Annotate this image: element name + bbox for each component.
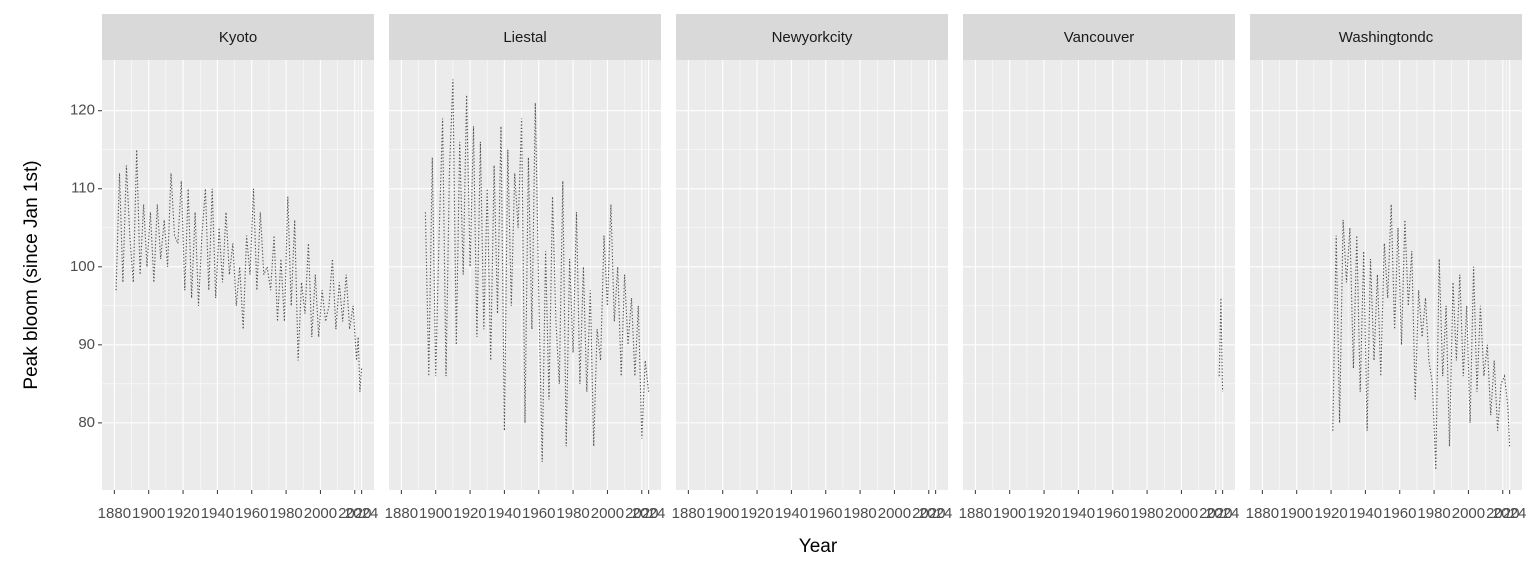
- strip-title: Washingtondc: [1339, 29, 1434, 46]
- panel: [102, 60, 374, 490]
- x-tick-label: 2000: [304, 505, 337, 522]
- x-tick-label: 1900: [993, 505, 1026, 522]
- x-tick-label: 1880: [672, 505, 705, 522]
- bloom-line: [424, 79, 650, 462]
- x-tick-label: 1940: [775, 505, 808, 522]
- strip-title: Vancouver: [1064, 29, 1135, 46]
- x-tick-label: 1900: [1280, 505, 1313, 522]
- x-tick-label: 1980: [1417, 505, 1450, 522]
- y-tick-label: 90: [78, 336, 95, 353]
- strip-title: Newyorkcity: [772, 29, 853, 46]
- strip-title: Liestal: [503, 29, 546, 46]
- x-tick-label: 1940: [201, 505, 234, 522]
- x-tick-label: 2020: [1199, 505, 1232, 522]
- x-axis-label: Year: [799, 536, 838, 557]
- x-tick-label: 1880: [385, 505, 418, 522]
- strip: [676, 14, 948, 60]
- strip: [963, 14, 1235, 60]
- strip: [102, 14, 374, 60]
- x-tick-label: 1920: [1314, 505, 1347, 522]
- x-tick-label: 2020: [1486, 505, 1519, 522]
- x-tick-label: 1960: [1096, 505, 1129, 522]
- x-tick-label: 1880: [1246, 505, 1279, 522]
- x-tick-label: 1960: [235, 505, 268, 522]
- x-tick-label: 2024: [632, 505, 665, 522]
- panel: [963, 60, 1235, 490]
- x-tick-label: 1880: [98, 505, 131, 522]
- x-tick-label: 2020: [338, 505, 371, 522]
- x-tick-label: 1920: [740, 505, 773, 522]
- x-tick-label: 2020: [625, 505, 658, 522]
- x-tick-label: 1920: [453, 505, 486, 522]
- x-tick-label: 2000: [1452, 505, 1485, 522]
- x-tick-label: 2024: [1206, 505, 1239, 522]
- x-tick-label: 2024: [345, 505, 378, 522]
- y-tick-label: 120: [70, 102, 95, 119]
- x-tick-label: 1900: [132, 505, 165, 522]
- x-tick-label: 2020: [912, 505, 945, 522]
- y-tick-label: 110: [71, 180, 95, 197]
- bloom-line: [115, 149, 363, 392]
- strip-title: Kyoto: [219, 29, 257, 46]
- x-tick-label: 1980: [556, 505, 589, 522]
- x-tick-label: 1900: [419, 505, 452, 522]
- x-tick-label: 2024: [1493, 505, 1526, 522]
- x-tick-label: 1940: [1349, 505, 1382, 522]
- strip: [389, 14, 661, 60]
- x-tick-label: 1960: [522, 505, 555, 522]
- x-tick-label: 1980: [269, 505, 302, 522]
- panel: [676, 60, 948, 490]
- x-tick-label: 2024: [919, 505, 952, 522]
- x-tick-label: 1940: [488, 505, 521, 522]
- x-tick-label: 1980: [843, 505, 876, 522]
- panel: [1250, 60, 1522, 490]
- x-tick-label: 1880: [959, 505, 992, 522]
- x-tick-label: 1920: [1027, 505, 1060, 522]
- x-tick-label: 1940: [1062, 505, 1095, 522]
- panel: [389, 60, 661, 490]
- y-tick-label: 80: [78, 414, 95, 431]
- bloom-line: [1332, 204, 1511, 470]
- strip: [1250, 14, 1522, 60]
- x-tick-label: 2000: [1165, 505, 1198, 522]
- x-tick-label: 1960: [809, 505, 842, 522]
- x-tick-label: 1920: [166, 505, 199, 522]
- x-tick-label: 1900: [706, 505, 739, 522]
- y-tick-label: 100: [70, 258, 95, 275]
- x-tick-label: 1960: [1383, 505, 1416, 522]
- y-axis-label: Peak bloom (since Jan 1st): [21, 160, 42, 389]
- x-tick-label: 1980: [1130, 505, 1163, 522]
- x-tick-label: 2000: [591, 505, 624, 522]
- x-tick-label: 2000: [878, 505, 911, 522]
